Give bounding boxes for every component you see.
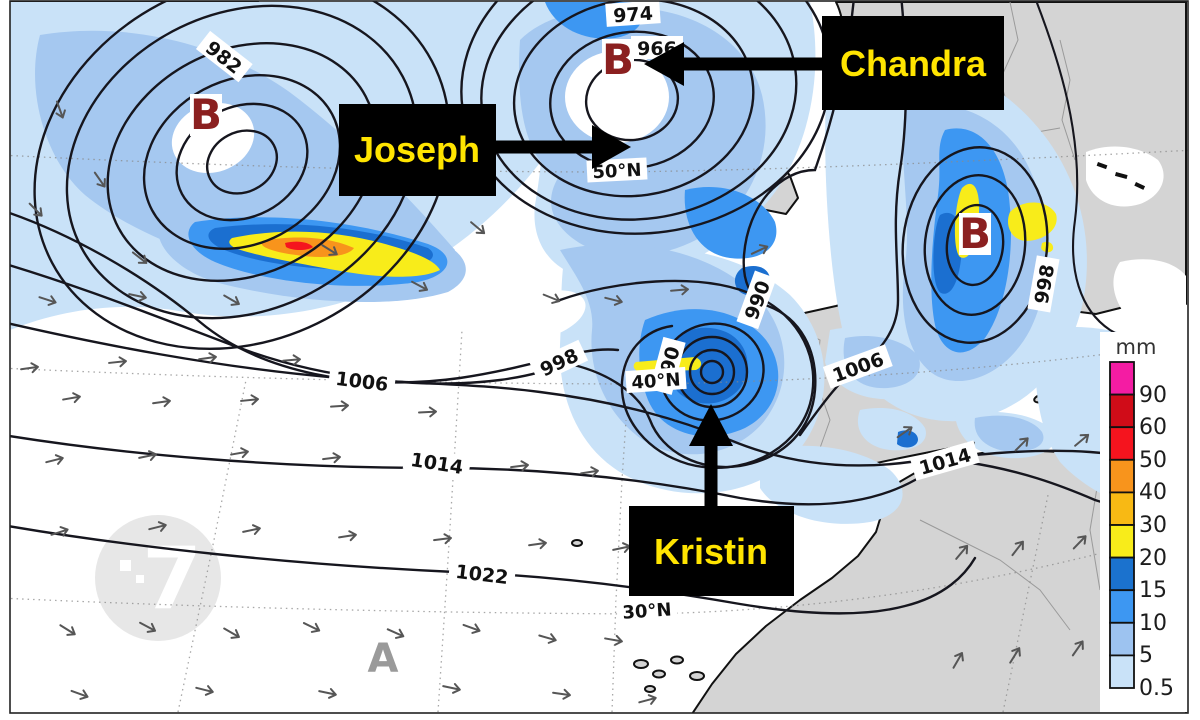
- chandra-arrow-icon: [644, 42, 684, 86]
- svg-text:B: B: [190, 90, 222, 139]
- precip-legend: mm 90 60 50 40 30 20 15 1: [1100, 332, 1188, 712]
- latitude-label-40n: 40°N: [631, 369, 681, 393]
- annotation-kristin: Kristin: [629, 404, 794, 596]
- low-marker-greenland: B: [190, 90, 222, 139]
- legend-swatch: [1109, 361, 1135, 396]
- svg-text:5: 5: [1139, 643, 1153, 668]
- annotation-chandra: Chandra: [644, 16, 1004, 110]
- latitude-label-50n: 50°N: [592, 160, 642, 184]
- alps-marks: [1096, 162, 1146, 190]
- legend-swatch: [1109, 556, 1135, 592]
- svg-text:0.5: 0.5: [1139, 676, 1174, 701]
- legend-swatch: [1109, 524, 1135, 559]
- svg-text:90: 90: [1139, 383, 1167, 408]
- legend-title: mm: [1116, 335, 1157, 359]
- storm-annotations: Chandra Joseph Kristin: [339, 16, 1004, 596]
- latitude-label-30n: 30°N: [622, 599, 672, 623]
- isobar-labels: 974 966 982 990 990 998 1006 1014 1022 1…: [195, 1, 1060, 589]
- legend-swatch: [1109, 589, 1135, 624]
- joseph-label: Joseph: [354, 129, 480, 170]
- low-marker-north: B: [602, 35, 634, 84]
- watermark-glyph: 7: [142, 529, 202, 629]
- legend-swatch: [1109, 393, 1135, 429]
- pressure-centre-markers: B B B A: [190, 35, 991, 682]
- isobar-label: 974: [613, 3, 654, 28]
- precip-heavy-red-core: [285, 241, 313, 250]
- legend-swatch: [1109, 654, 1135, 689]
- legend-swatch: [1109, 491, 1135, 526]
- high-marker: A: [368, 636, 399, 682]
- joseph-arrow-icon: [592, 125, 631, 169]
- kristin-label: Kristin: [654, 531, 768, 572]
- svg-text:40: 40: [1139, 480, 1167, 505]
- legend-swatch: [1109, 458, 1135, 494]
- legend-tick-labels: 90 60 50 40 30 20 15 10 5 0.5: [1139, 383, 1174, 701]
- svg-text:50: 50: [1139, 448, 1167, 473]
- svg-text:B: B: [602, 35, 634, 84]
- annotation-joseph: Joseph: [339, 104, 631, 196]
- svg-text:B: B: [959, 209, 991, 258]
- map-frame: [9, 0, 1189, 714]
- svg-text:20: 20: [1139, 546, 1167, 571]
- kristin-arrow-icon: [689, 404, 733, 446]
- svg-text:15: 15: [1139, 578, 1167, 603]
- watermark-logo: 7: [95, 515, 221, 641]
- chandra-label: Chandra: [840, 43, 987, 84]
- low-marker-europe: B: [959, 209, 991, 258]
- svg-text:30: 30: [1139, 513, 1167, 538]
- legend-swatch: [1109, 426, 1135, 461]
- svg-text:10: 10: [1139, 611, 1167, 636]
- latitude-labels: 50°N 40°N 30°N: [586, 157, 687, 624]
- svg-text:60: 60: [1139, 415, 1167, 440]
- legend-swatch: [1109, 621, 1135, 657]
